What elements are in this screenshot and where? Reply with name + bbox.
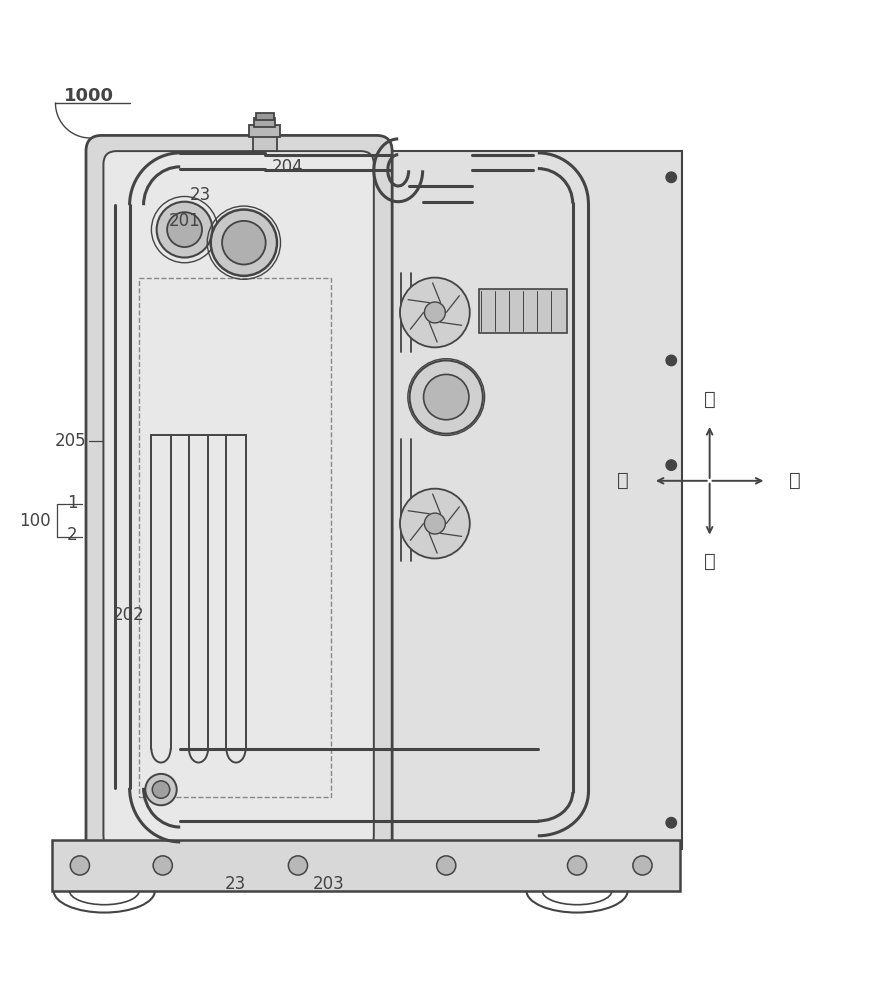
Circle shape — [410, 360, 483, 434]
FancyBboxPatch shape — [86, 135, 392, 865]
Text: 1: 1 — [66, 494, 77, 512]
Circle shape — [400, 278, 470, 347]
Text: 1000: 1000 — [64, 87, 115, 105]
Circle shape — [211, 210, 277, 276]
Circle shape — [222, 221, 266, 264]
Bar — [139, 278, 331, 797]
Circle shape — [437, 856, 456, 875]
Text: 202: 202 — [113, 606, 144, 624]
Circle shape — [400, 489, 470, 558]
Text: 100: 100 — [18, 512, 51, 530]
Circle shape — [289, 856, 307, 875]
Circle shape — [666, 355, 676, 366]
Text: 上: 上 — [704, 390, 716, 409]
Circle shape — [633, 856, 652, 875]
Circle shape — [424, 302, 445, 323]
Bar — [249, 125, 281, 137]
Bar — [255, 118, 276, 127]
Text: 右: 右 — [789, 471, 801, 490]
Bar — [256, 113, 274, 120]
Text: 左: 左 — [617, 471, 628, 490]
Text: 205: 205 — [55, 432, 87, 450]
Text: 23: 23 — [190, 186, 211, 204]
Text: 201: 201 — [169, 212, 200, 230]
Circle shape — [424, 374, 469, 420]
Bar — [480, 289, 567, 333]
Bar — [363, 151, 682, 849]
Text: 204: 204 — [272, 158, 304, 176]
Text: 23: 23 — [225, 875, 246, 893]
Circle shape — [70, 856, 89, 875]
Circle shape — [153, 856, 172, 875]
FancyBboxPatch shape — [103, 151, 374, 849]
Circle shape — [145, 774, 177, 805]
Circle shape — [568, 856, 586, 875]
Circle shape — [152, 781, 170, 798]
Circle shape — [666, 817, 676, 828]
Circle shape — [424, 513, 445, 534]
Text: 2: 2 — [66, 526, 77, 544]
Circle shape — [167, 212, 202, 247]
Bar — [253, 135, 277, 151]
Circle shape — [666, 460, 676, 470]
Circle shape — [157, 202, 213, 258]
Text: 203: 203 — [312, 875, 345, 893]
Text: 下: 下 — [704, 552, 716, 571]
Bar — [52, 840, 680, 891]
Circle shape — [666, 172, 676, 183]
